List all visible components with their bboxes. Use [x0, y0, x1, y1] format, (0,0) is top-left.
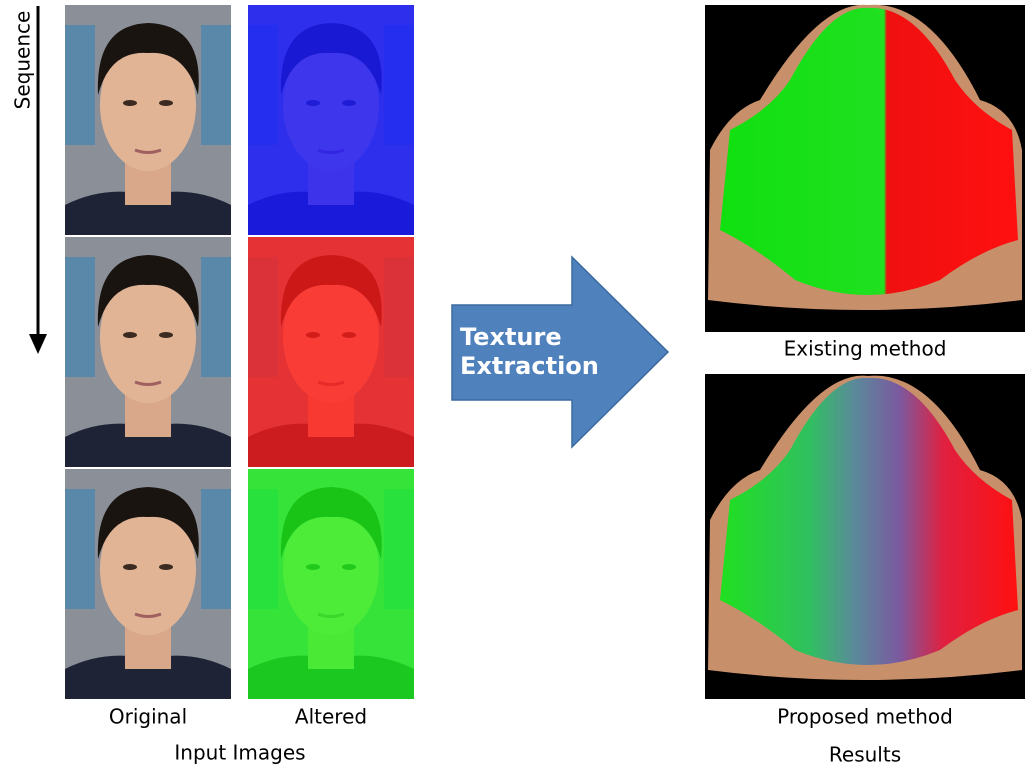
input-caption: Input Images: [174, 741, 305, 765]
result-image: [705, 374, 1025, 699]
original-image: [65, 5, 231, 235]
original-image: [65, 237, 231, 467]
sequence-arrowhead: [29, 334, 47, 354]
altered-image: [248, 5, 414, 235]
result-label: Proposed method: [777, 705, 953, 729]
process-label: Extraction: [460, 352, 599, 380]
page: Sequence Original Altered Input Images T…: [0, 0, 1027, 776]
column-label: Altered: [295, 705, 367, 729]
column-label: Original: [109, 705, 187, 729]
original-image: [65, 469, 231, 699]
altered-image: [248, 237, 414, 467]
process-label: Texture: [460, 323, 562, 351]
results-caption: Results: [829, 743, 901, 767]
result-label: Existing method: [784, 337, 947, 361]
figure: Sequence Original Altered Input Images T…: [0, 0, 1027, 772]
result-image: [705, 5, 1025, 332]
sequence-label: Sequence: [11, 11, 35, 110]
altered-image: [248, 469, 414, 699]
